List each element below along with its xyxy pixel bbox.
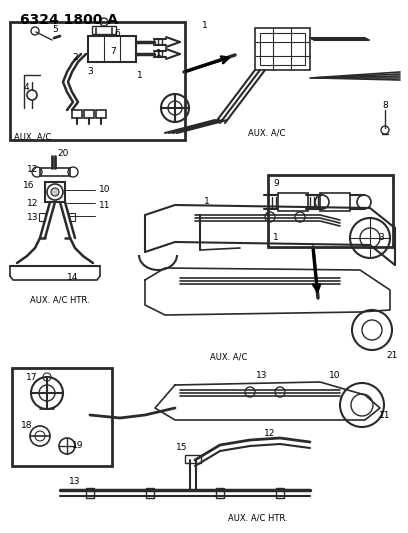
Text: 18: 18 xyxy=(21,422,33,431)
Bar xyxy=(45,182,65,202)
Text: 12: 12 xyxy=(27,199,39,208)
Bar xyxy=(320,193,350,211)
Text: 1: 1 xyxy=(204,198,210,206)
Bar xyxy=(185,455,201,463)
Bar xyxy=(260,33,305,65)
Bar xyxy=(268,175,393,247)
Text: 17: 17 xyxy=(26,374,38,383)
Text: 3: 3 xyxy=(87,68,93,77)
Text: 2: 2 xyxy=(72,53,78,62)
Text: 13: 13 xyxy=(27,214,39,222)
Circle shape xyxy=(51,188,59,196)
Bar xyxy=(88,36,136,62)
Text: 10: 10 xyxy=(99,185,111,195)
Text: AUX. A/C HTR.: AUX. A/C HTR. xyxy=(30,295,90,304)
Bar xyxy=(96,110,106,118)
Bar xyxy=(39,213,45,221)
Bar xyxy=(216,488,224,498)
Text: 1: 1 xyxy=(137,71,143,80)
Text: 11: 11 xyxy=(99,201,111,211)
Text: 16: 16 xyxy=(23,182,35,190)
Bar xyxy=(92,26,116,34)
Bar xyxy=(146,488,154,498)
Text: 8: 8 xyxy=(382,101,388,109)
Text: 7: 7 xyxy=(110,47,116,56)
Text: 20: 20 xyxy=(57,149,69,157)
Text: 4: 4 xyxy=(23,83,29,92)
Text: AUX. A/C HTR.: AUX. A/C HTR. xyxy=(228,513,288,522)
Text: 6: 6 xyxy=(114,29,120,38)
Text: 21: 21 xyxy=(386,351,398,359)
Text: 11: 11 xyxy=(379,410,391,419)
Text: 5: 5 xyxy=(52,26,58,35)
Text: AUX. A/C: AUX. A/C xyxy=(248,128,285,138)
Bar xyxy=(40,168,70,176)
Text: 1: 1 xyxy=(156,49,162,58)
Text: 1: 1 xyxy=(273,232,279,241)
Text: 19: 19 xyxy=(72,441,84,450)
Text: AUX. A/C: AUX. A/C xyxy=(210,352,247,361)
Bar xyxy=(69,213,75,221)
Bar xyxy=(84,110,94,118)
Text: 6324 1800 A: 6324 1800 A xyxy=(20,13,118,27)
Bar xyxy=(12,368,112,466)
Bar xyxy=(278,193,308,211)
Bar xyxy=(72,110,82,118)
Text: 1: 1 xyxy=(202,21,208,30)
Text: 13: 13 xyxy=(69,478,81,487)
Bar xyxy=(276,488,284,498)
Text: 10: 10 xyxy=(329,370,341,379)
Text: 12: 12 xyxy=(264,429,276,438)
Text: 3: 3 xyxy=(378,232,384,241)
Text: 12: 12 xyxy=(27,166,39,174)
Text: 14: 14 xyxy=(67,273,79,282)
Text: AUX. A/C: AUX. A/C xyxy=(14,133,51,141)
Bar xyxy=(255,28,310,70)
Bar xyxy=(10,22,185,140)
Text: 9: 9 xyxy=(273,179,279,188)
Text: 15: 15 xyxy=(176,443,188,453)
Text: 13: 13 xyxy=(256,370,268,379)
Bar xyxy=(86,488,94,498)
